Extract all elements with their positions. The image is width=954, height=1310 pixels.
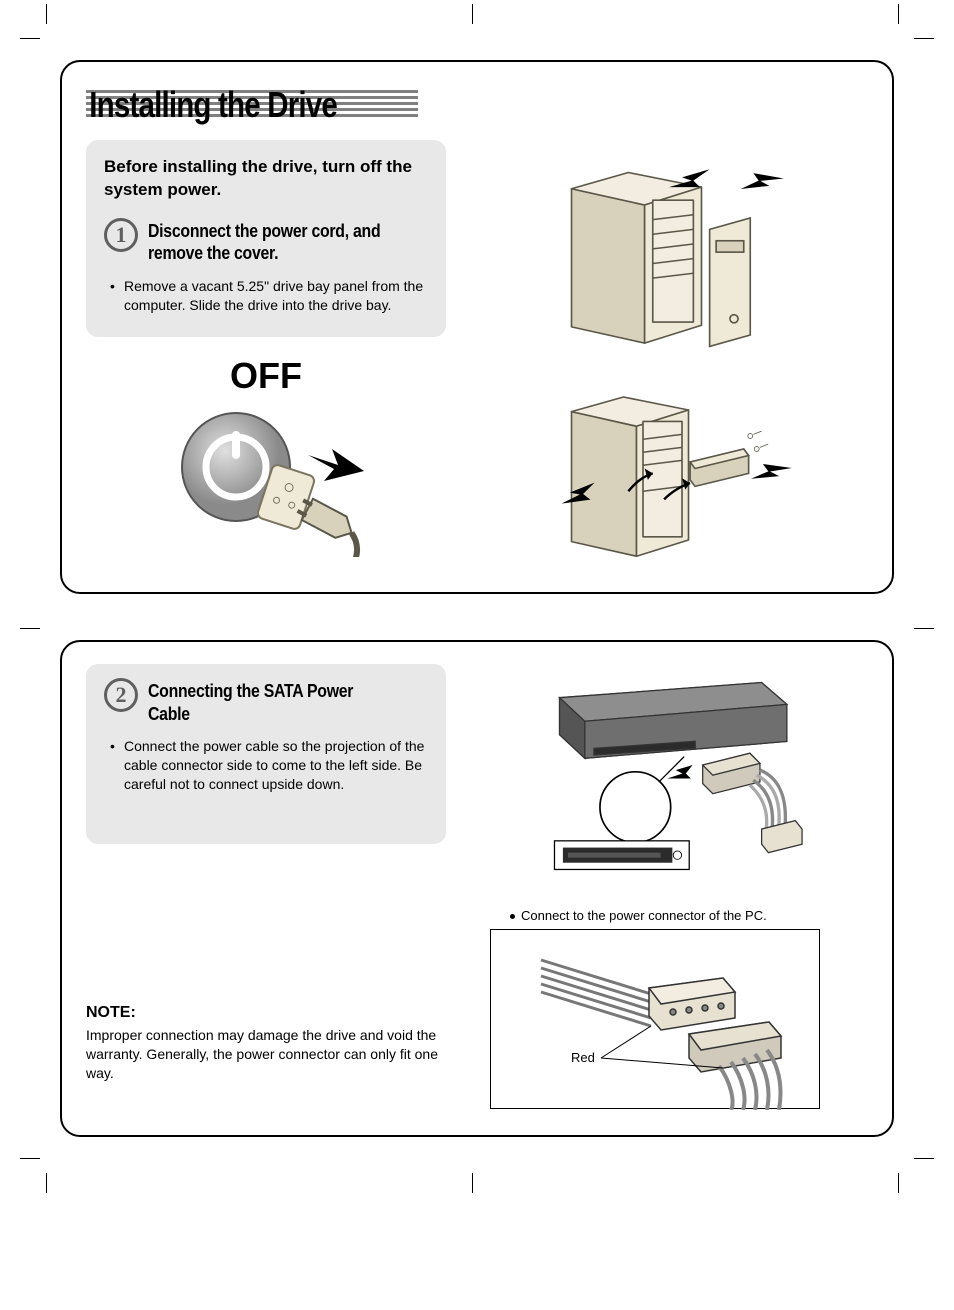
panel2-columns: 2 Connecting the SATA Power Cable Connec… — [86, 664, 868, 1109]
step2-title: Connecting the SATA Power Cable — [148, 680, 394, 725]
step1-badge: 1 — [104, 218, 138, 252]
step2-badge: 2 — [104, 678, 138, 712]
page: Installing the Drive Before installing t… — [10, 40, 944, 1157]
note-heading: NOTE: — [86, 1004, 446, 1022]
panel1-right-col — [470, 140, 868, 566]
step1-bullet: Remove a vacant 5.25" drive bay panel fr… — [104, 277, 428, 315]
power-plug-icon — [156, 397, 376, 557]
power-off-illustration: OFF — [86, 355, 446, 562]
page-title: Installing the Drive — [86, 84, 340, 126]
panel1-columns: Before installing the drive, turn off th… — [86, 140, 868, 566]
bullet-dot-icon — [510, 914, 515, 919]
tower-insert-drive-illustration — [539, 371, 799, 566]
step1-box: Before installing the drive, turn off th… — [86, 140, 446, 337]
panel2-left-col: 2 Connecting the SATA Power Cable Connec… — [86, 664, 446, 1109]
note-text: Improper connection may damage the drive… — [86, 1026, 446, 1083]
panel-installing: Installing the Drive Before installing t… — [60, 60, 894, 594]
tower-remove-cover-illustration — [539, 140, 799, 351]
intro-text: Before installing the drive, turn off th… — [104, 156, 428, 202]
panel-sata: 2 Connecting the SATA Power Cable Connec… — [60, 640, 894, 1137]
red-wire-label: Red — [571, 1050, 595, 1065]
panel1-left-col: Before installing the drive, turn off th… — [86, 140, 446, 566]
note-block: NOTE: Improper connection may damage the… — [86, 1004, 446, 1083]
off-label: OFF — [86, 355, 446, 397]
step2-box: 2 Connecting the SATA Power Cable Connec… — [86, 664, 446, 844]
step1-header: 1 Disconnect the power cord, and remove … — [104, 220, 428, 265]
step2-header: 2 Connecting the SATA Power Cable — [104, 680, 428, 725]
sata-cable-illustration — [509, 664, 829, 900]
step1-title: Disconnect the power cord, and remove th… — [148, 220, 394, 265]
caption-row: Connect to the power connector of the PC… — [510, 908, 868, 923]
page-title-block: Installing the Drive — [86, 84, 396, 126]
step2-bullet: Connect the power cable so the projectio… — [104, 737, 428, 794]
connector-diagram: Red — [490, 929, 820, 1109]
caption-text: Connect to the power connector of the PC… — [521, 908, 767, 923]
panel2-right-col: Connect to the power connector of the PC… — [470, 664, 868, 1109]
